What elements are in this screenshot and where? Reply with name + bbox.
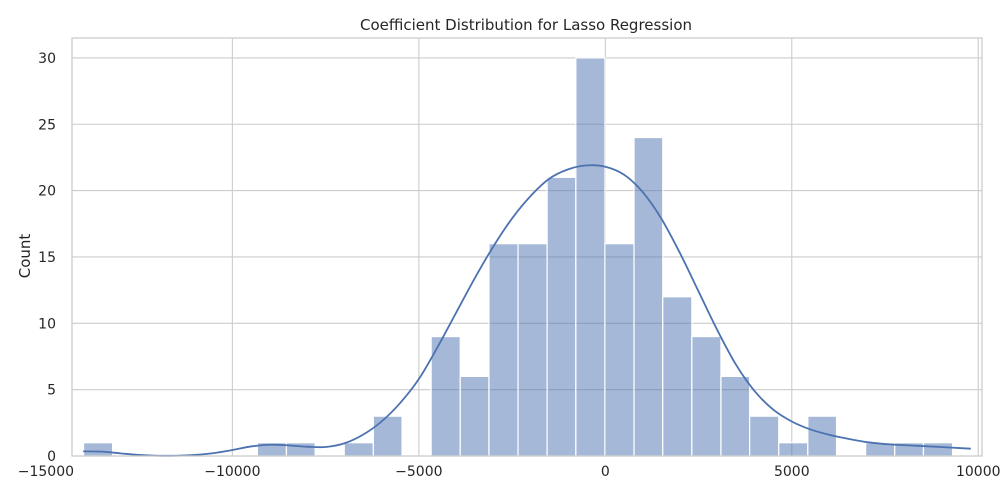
y-tick-label: 30 xyxy=(38,51,56,67)
histogram-bar xyxy=(459,375,490,457)
plot-border xyxy=(71,37,983,457)
histogram-bar xyxy=(488,243,519,457)
histogram-bar xyxy=(691,335,722,457)
histogram-bar xyxy=(604,243,635,457)
histogram-bar xyxy=(575,57,606,457)
y-tick-label: 20 xyxy=(38,184,56,200)
histogram-bar xyxy=(662,296,693,457)
histogram-bar xyxy=(546,176,577,457)
kde-curve-line xyxy=(83,164,971,457)
histogram-bar xyxy=(633,136,664,457)
y-tick-labels: 0 5 10 15 20 25 30 xyxy=(38,51,56,465)
histogram-bar xyxy=(82,442,114,457)
x-tick-label: −15000 xyxy=(18,464,74,480)
x-tick-label: −10000 xyxy=(204,464,260,480)
x-tick-label: −5000 xyxy=(395,464,442,480)
histogram-bar xyxy=(517,243,548,457)
x-tick-labels: −15000 −10000 −5000 0 5000 10000 xyxy=(18,464,1000,480)
kde-curve-layer xyxy=(83,164,971,457)
histogram-bar xyxy=(922,442,954,457)
histogram-bar xyxy=(343,442,374,457)
y-tick-label: 15 xyxy=(38,250,56,266)
y-tick-label: 10 xyxy=(38,316,56,332)
histogram-bar xyxy=(372,415,403,457)
y-tick-label: 25 xyxy=(38,117,56,133)
y-axis-label: Count xyxy=(16,234,34,279)
histogram-bar xyxy=(749,415,780,457)
histogram-bars xyxy=(82,57,954,457)
y-tick-label: 5 xyxy=(47,383,56,399)
histogram-bar xyxy=(720,375,751,457)
x-tick-label: 10000 xyxy=(956,464,1000,480)
plot-frame xyxy=(71,37,983,457)
x-tick-label: 5000 xyxy=(774,464,810,480)
histogram-bar xyxy=(778,442,809,457)
histogram-bar xyxy=(430,335,461,457)
y-tick-label: 0 xyxy=(47,449,56,465)
x-tick-label: 0 xyxy=(601,464,610,480)
chart-title: Coefficient Distribution for Lasso Regre… xyxy=(360,16,692,34)
